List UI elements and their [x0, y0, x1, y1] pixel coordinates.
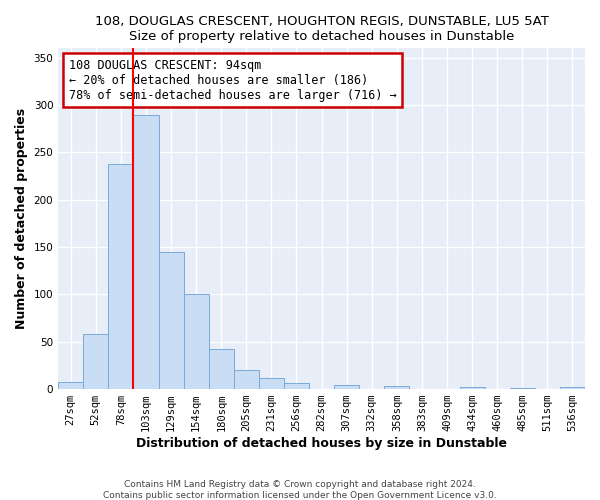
Title: 108, DOUGLAS CRESCENT, HOUGHTON REGIS, DUNSTABLE, LU5 5AT
Size of property relat: 108, DOUGLAS CRESCENT, HOUGHTON REGIS, D…: [95, 15, 548, 43]
Bar: [158, 252, 184, 389]
Bar: [259, 378, 284, 389]
Y-axis label: Number of detached properties: Number of detached properties: [15, 108, 28, 330]
Bar: [109, 164, 133, 389]
Bar: [284, 384, 309, 389]
X-axis label: Distribution of detached houses by size in Dunstable: Distribution of detached houses by size …: [136, 437, 507, 450]
Text: 108 DOUGLAS CRESCENT: 94sqm
← 20% of detached houses are smaller (186)
78% of se: 108 DOUGLAS CRESCENT: 94sqm ← 20% of det…: [69, 58, 397, 102]
Bar: [234, 370, 259, 389]
Bar: [510, 388, 535, 389]
Text: Contains HM Land Registry data © Crown copyright and database right 2024.
Contai: Contains HM Land Registry data © Crown c…: [103, 480, 497, 500]
Bar: [560, 387, 585, 389]
Bar: [58, 382, 83, 389]
Bar: [184, 294, 209, 389]
Bar: [83, 334, 109, 389]
Bar: [385, 386, 409, 389]
Bar: [460, 387, 485, 389]
Bar: [133, 114, 158, 389]
Bar: [334, 386, 359, 389]
Bar: [209, 350, 234, 389]
